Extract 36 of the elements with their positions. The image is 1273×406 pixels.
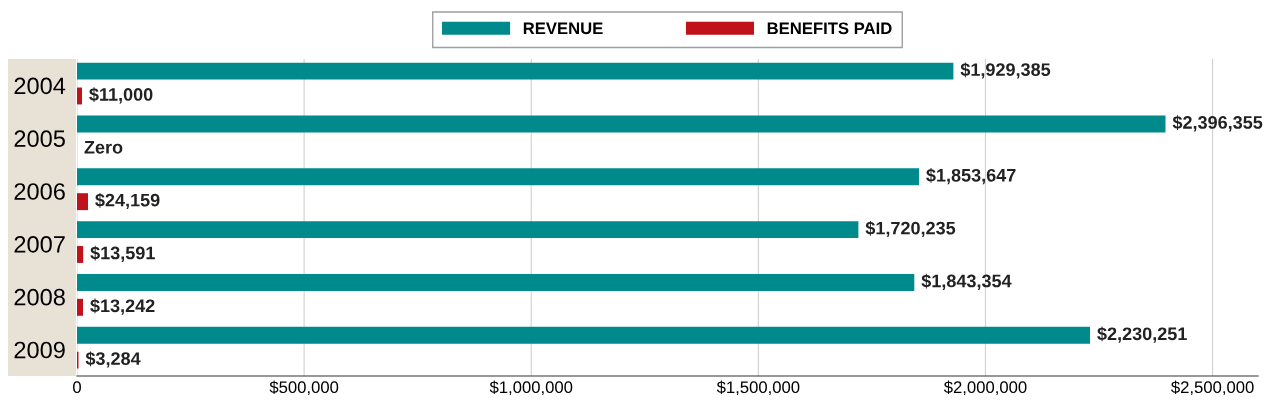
data-label: $1,720,235 xyxy=(865,220,956,238)
data-label: $2,230,251 xyxy=(1097,326,1187,343)
data-label: $13,242 xyxy=(90,298,155,315)
y-tick-label: 2004 xyxy=(14,77,66,95)
bar xyxy=(77,62,954,80)
x-tick-label: $1,000,000 xyxy=(489,380,573,396)
legend-label: REVENUE xyxy=(523,22,603,35)
y-tick-label: 2008 xyxy=(14,288,65,306)
x-tick-label: $2,000,000 xyxy=(943,380,1027,396)
data-label: $24,159 xyxy=(95,192,160,210)
data-label: $3,284 xyxy=(85,351,141,368)
x-tick-label: 0 xyxy=(73,381,81,394)
legend-label: BENEFITS PAID xyxy=(767,22,892,35)
bar xyxy=(77,246,84,263)
bar xyxy=(77,221,859,239)
bar xyxy=(77,87,82,105)
x-tick-label: $2,500,000 xyxy=(1171,380,1254,396)
bar xyxy=(77,326,1091,344)
bar xyxy=(77,168,919,186)
data-label: $2,396,355 xyxy=(1172,115,1263,132)
x-tick-label: $500,000 xyxy=(269,380,339,396)
bar xyxy=(77,298,84,316)
x-tick-label: $1,500,000 xyxy=(716,380,800,396)
data-label: Zero xyxy=(84,141,123,154)
y-tick-label: 2007 xyxy=(14,235,65,253)
data-label: $11,000 xyxy=(89,87,153,104)
bar xyxy=(77,274,915,291)
data-label: $13,591 xyxy=(90,245,155,262)
data-label: $1,843,354 xyxy=(921,273,1012,290)
y-tick-label: 2005 xyxy=(14,130,65,148)
data-label: $1,853,647 xyxy=(926,168,1016,185)
y-tick-label: 2009 xyxy=(14,341,65,359)
data-label: $1,929,385 xyxy=(960,62,1051,79)
bar xyxy=(77,115,1166,133)
y-tick-label: 2006 xyxy=(14,183,65,200)
bar xyxy=(77,193,88,211)
